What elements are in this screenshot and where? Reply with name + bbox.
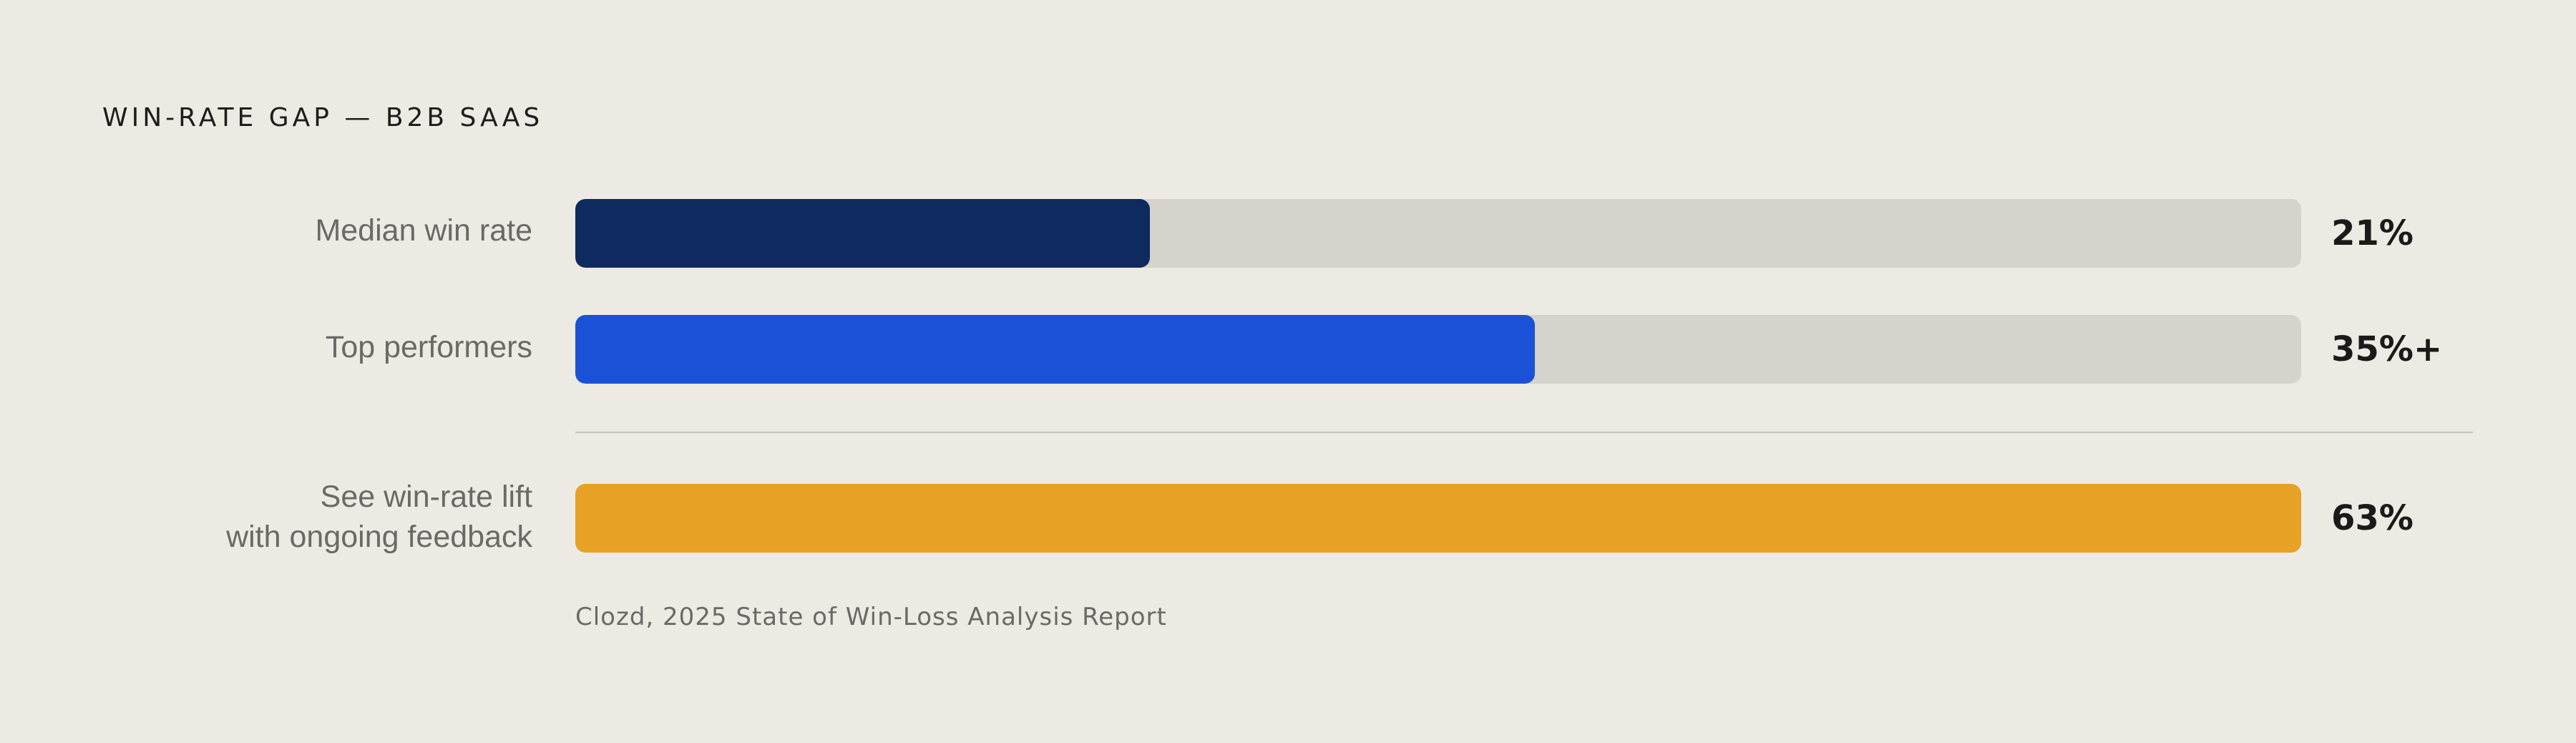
value-median: 21% — [2331, 213, 2414, 253]
chart-title: WIN-RATE GAP — B2B SAAS — [102, 103, 544, 132]
divider — [575, 432, 2473, 433]
row-label-top-text: Top performers — [325, 330, 532, 364]
row-label-lift-line2: with ongoing feedback — [226, 520, 532, 554]
row-label-median-text: Median win rate — [315, 213, 532, 248]
value-top: 35%+ — [2331, 329, 2443, 369]
bar-track-top — [575, 315, 2301, 384]
bar-median — [575, 199, 1151, 268]
bar-track-median — [575, 199, 2301, 268]
bar-top — [575, 315, 1536, 384]
value-lift: 63% — [2331, 498, 2414, 538]
row-label-lift: See win-rate lift with ongoing feedback — [226, 477, 532, 557]
bar-lift — [575, 484, 2301, 553]
source-note: Clozd, 2025 State of Win-Loss Analysis R… — [575, 603, 1167, 631]
row-label-lift-line1: See win-rate lift — [320, 480, 532, 514]
bar-track-lift — [575, 484, 2301, 553]
row-label-median: Median win rate — [315, 210, 532, 251]
row-label-top: Top performers — [326, 327, 532, 367]
